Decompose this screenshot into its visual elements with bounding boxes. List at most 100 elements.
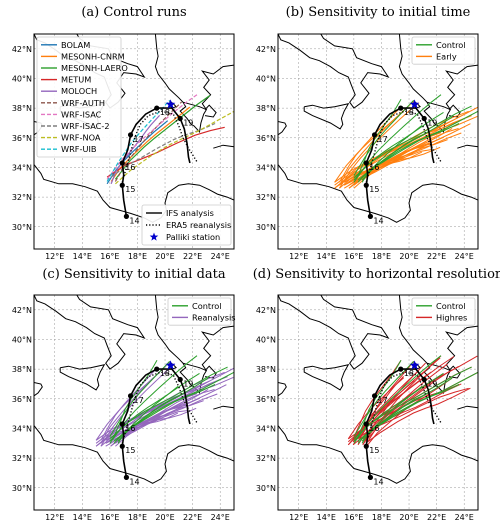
day-label: 16 [125, 163, 135, 172]
legend-label: WRF-AUTH [61, 98, 105, 108]
map-frame [33, 294, 235, 511]
day-marker [127, 132, 134, 138]
coastline [201, 325, 234, 371]
palliki-station-star [409, 99, 420, 109]
legend-label: MESONH-CNRM [61, 51, 125, 61]
lat-tick-label: 42°N [12, 306, 32, 315]
lat-tick-label: 42°N [256, 45, 276, 54]
map-frame [277, 33, 479, 250]
lon-tick-label: 14°E [317, 513, 336, 522]
lat-tick-label: 40°N [256, 74, 276, 83]
day-marker [177, 376, 183, 383]
day-marker [398, 105, 404, 111]
palliki-station-star [165, 360, 176, 370]
lon-tick-label: 20°E [155, 252, 174, 261]
day-marker [123, 474, 130, 480]
day-label: 15 [125, 446, 135, 455]
ensemble-track [352, 370, 420, 446]
lat-tick-label: 40°N [12, 335, 32, 344]
panel-title: (b) Sensitivity to initial time [286, 5, 471, 20]
lat-tick-label: 32°N [12, 454, 32, 463]
day-label: 14 [129, 216, 139, 225]
control-track [357, 360, 402, 437]
control-track [113, 360, 158, 437]
lon-tick-label: 22°E [183, 252, 202, 261]
lon-tick-label: 14°E [73, 513, 92, 522]
panel-control-runs: (a) Control runs 14 15 16 17 18 19 12°E 14°E 16°E… [12, 5, 235, 261]
coastline [303, 102, 350, 130]
legend-label: WRF-ISAC [61, 109, 102, 119]
lat-tick-label: 30°N [12, 484, 32, 493]
track-wrf-noa [115, 110, 234, 185]
lon-tick-label: 14°E [73, 252, 92, 261]
coastline [201, 64, 234, 110]
palliki-station-star [165, 99, 176, 109]
lon-tick-label: 24°E [211, 252, 230, 261]
lat-tick-label: 36°N [12, 134, 32, 143]
coastline [213, 144, 234, 149]
lon-tick-label: 14°E [317, 252, 336, 261]
lon-tick-label: 12°E [45, 513, 64, 522]
day-marker [371, 393, 378, 399]
panel-title: (d) Sensitivity to horizontal resolution [253, 267, 500, 282]
day-marker [119, 421, 125, 427]
lat-tick-label: 42°N [12, 45, 32, 54]
coastline [59, 363, 106, 391]
coastline [278, 164, 478, 223]
day-marker [367, 213, 374, 219]
day-label: 18 [404, 108, 414, 117]
lat-tick-label: 34°N [256, 163, 276, 172]
legend-label: Control [436, 40, 466, 50]
coastline [303, 363, 350, 391]
map-frame [277, 294, 479, 511]
lat-tick-label: 40°N [12, 74, 32, 83]
track-metum [106, 126, 225, 178]
day-marker [363, 182, 369, 188]
legend-label: Highres [436, 312, 467, 322]
lat-tick-label: 32°N [256, 454, 276, 463]
lon-tick-label: 16°E [100, 252, 119, 261]
day-label: 16 [369, 163, 379, 172]
lon-tick-label: 18°E [128, 513, 147, 522]
ifs-analysis-track [121, 368, 191, 478]
legend-label: MOLOCH [61, 86, 97, 96]
lat-tick-label: 40°N [256, 335, 276, 344]
track-mesonh-laero [114, 95, 211, 180]
coastline [278, 34, 390, 109]
ifs-analysis-track [365, 368, 435, 478]
day-marker [363, 443, 369, 449]
day-marker [127, 393, 134, 399]
legend-star-icon [149, 232, 159, 241]
lat-tick-label: 32°N [12, 193, 32, 202]
coastline [278, 121, 287, 136]
lat-tick-label: 38°N [12, 365, 32, 374]
legend-label: Early [436, 51, 457, 61]
track-moloch [110, 114, 161, 185]
coastline [278, 382, 287, 397]
lon-tick-label: 24°E [455, 513, 474, 522]
legend-label: WRF-NOA [61, 133, 101, 143]
day-marker [367, 474, 374, 480]
ensemble-track [334, 111, 405, 183]
day-marker [123, 213, 130, 219]
day-marker [154, 105, 160, 111]
legend-label: Reanalysis [192, 312, 236, 322]
day-label: 17 [134, 396, 144, 405]
day-label: 18 [160, 369, 170, 378]
day-marker [119, 160, 125, 166]
ensemble-track [115, 384, 227, 444]
palliki-station-star [409, 360, 420, 370]
coastline [278, 295, 390, 370]
day-label: 14 [373, 477, 383, 486]
day-marker [363, 160, 369, 166]
lon-tick-label: 18°E [372, 513, 391, 522]
panel-title: (a) Control runs [81, 5, 186, 20]
control-track [109, 372, 200, 442]
lat-tick-label: 42°N [256, 306, 276, 315]
legend-label: MESONH-LAERO [61, 63, 128, 73]
lat-tick-label: 38°N [256, 365, 276, 374]
coastline [448, 365, 461, 379]
ensemble-track [367, 387, 471, 443]
